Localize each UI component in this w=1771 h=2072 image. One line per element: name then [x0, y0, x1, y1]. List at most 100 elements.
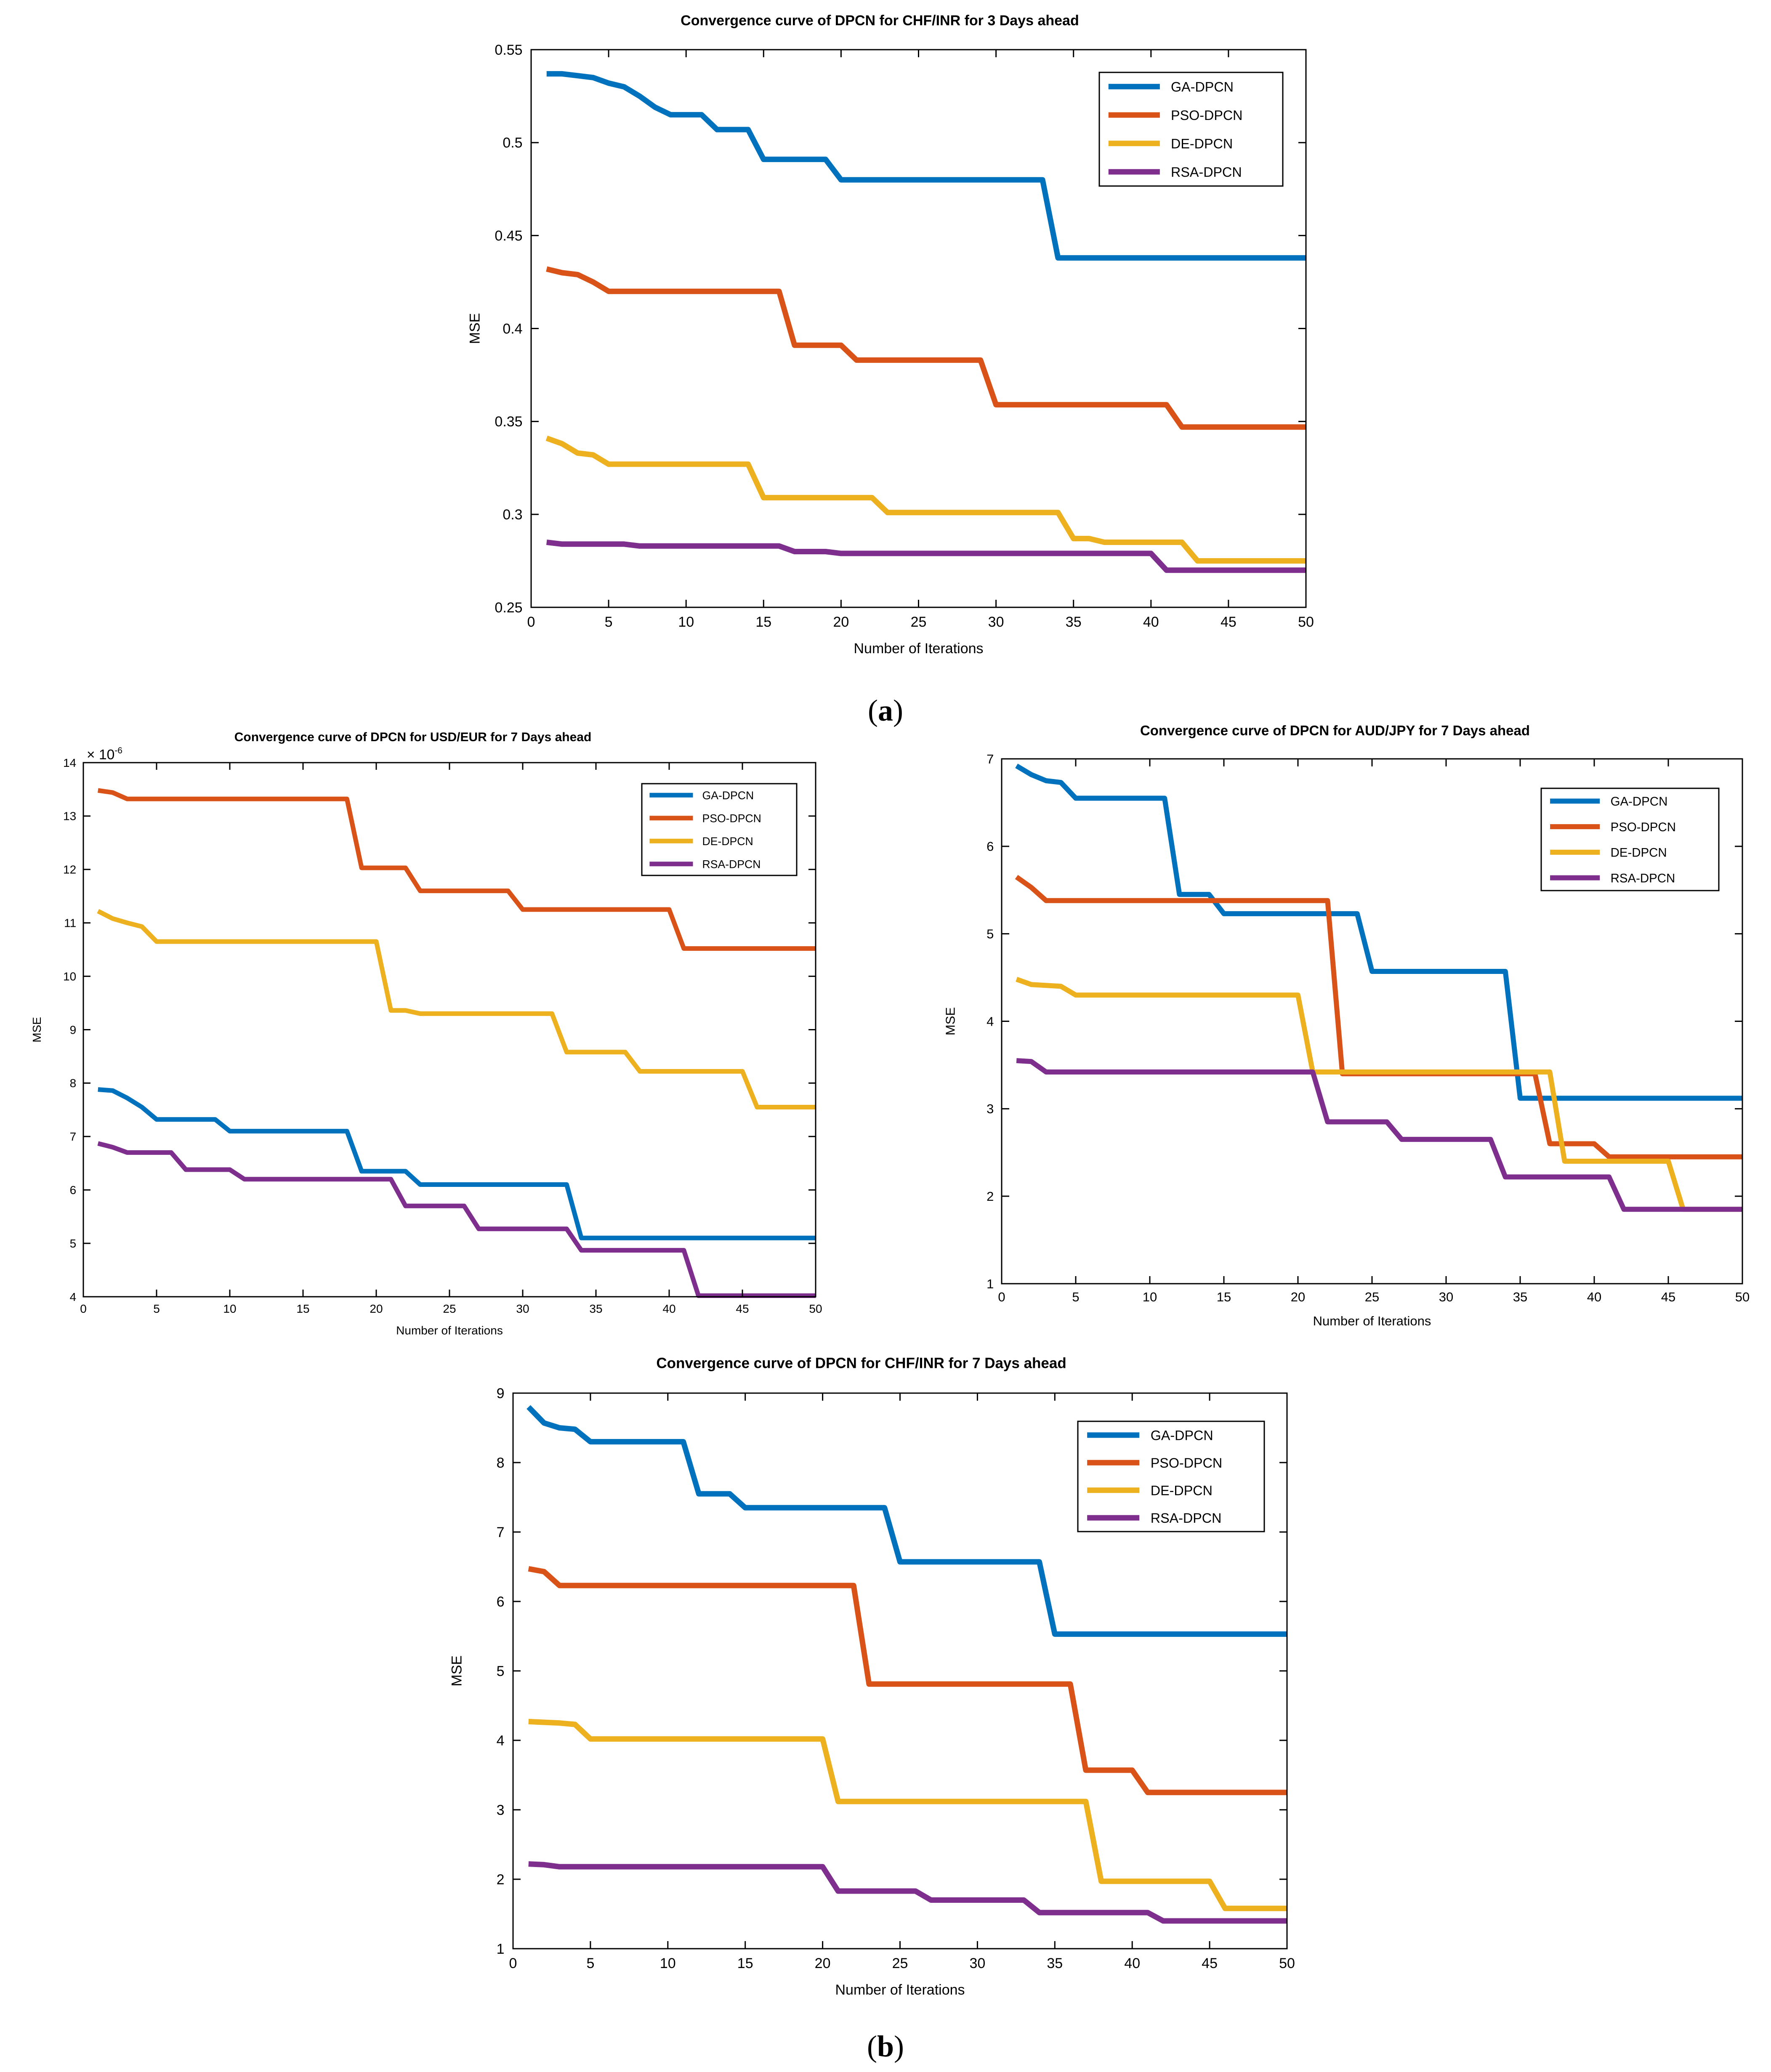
chart-title: Convergence curve of DPCN for CHF/INR fo…	[656, 1355, 1066, 1372]
y-tick-label: 8	[70, 1077, 77, 1090]
x-tick-label: 45	[1202, 1955, 1218, 1971]
x-tick-label: 20	[815, 1955, 831, 1971]
x-axis-label: Number of Iterations	[854, 641, 983, 657]
legend-label-ga-dpcn: GA-DPCN	[1611, 795, 1668, 809]
x-tick-label: 30	[1439, 1290, 1453, 1304]
legend-label-pso-dpcn: PSO-DPCN	[1151, 1455, 1222, 1471]
chart-chf7: 0 5 10 15 20 25 30 35 40 45 50123456789Convergence…	[449, 1355, 1295, 1998]
legend-label-de-dpcn: DE-DPCN	[1151, 1483, 1213, 1498]
x-tick-label: 0	[998, 1290, 1005, 1304]
x-tick-label: 25	[443, 1302, 456, 1315]
y-tick-label: 1	[987, 1277, 994, 1291]
y-tick-label: 12	[63, 863, 76, 876]
legend-box	[641, 783, 798, 876]
y-tick-label: 4	[987, 1014, 994, 1029]
y-axis-label: MSE	[943, 1007, 957, 1035]
x-axis-label: Number of Iterations	[396, 1324, 503, 1337]
x-tick-label: 50	[809, 1302, 822, 1315]
series-line-pso-dpcn	[528, 1566, 1287, 1795]
x-tick-label: 50	[1298, 614, 1314, 630]
y-tick-label: 6	[497, 1594, 505, 1610]
chart-title: Convergence curve of DPCN for CHF/INR fo…	[681, 13, 1079, 29]
x-tick-label: 35	[1066, 614, 1082, 630]
legend-label-ga-dpcn: GA-DPCN	[702, 789, 754, 802]
legend-label-de-dpcn: DE-DPCN	[1171, 136, 1233, 152]
x-tick-label: 35	[1047, 1955, 1063, 1971]
x-tick-label: 15	[296, 1302, 309, 1315]
y-tick-label: 4	[497, 1733, 505, 1749]
y-tick-label: 11	[64, 917, 76, 930]
x-tick-label: 40	[662, 1302, 675, 1315]
x-tick-label: 40	[1143, 614, 1159, 630]
x-tick-label: 10	[660, 1955, 676, 1971]
x-tick-label: 25	[1365, 1290, 1379, 1304]
y-axis-label: MSE	[449, 1655, 465, 1686]
y-tick-label: 6	[70, 1184, 77, 1197]
y-tick-label: 7	[70, 1130, 77, 1143]
y-tick-label: 0.45	[495, 228, 522, 244]
x-tick-label: 20	[370, 1302, 383, 1315]
series-line-de-dpcn	[97, 909, 816, 1109]
legend-label-de-dpcn: DE-DPCN	[702, 835, 753, 848]
y-tick-label: 0.55	[495, 42, 522, 58]
series-line-de-dpcn	[528, 1718, 1287, 1911]
y-tick-label: 1	[497, 1941, 505, 1957]
legend-box	[1077, 1420, 1265, 1532]
x-tick-label: 25	[892, 1955, 908, 1971]
legend: GA-DPCN PSO-DPCN DE-DPCN RSA-DPCN	[1077, 1420, 1265, 1532]
x-tick-label: 5	[1072, 1290, 1079, 1304]
x-tick-label: 25	[911, 614, 927, 630]
y-tick-label: 13	[63, 810, 76, 823]
series-line-pso-dpcn	[98, 788, 816, 951]
y-tick-label: 4	[70, 1290, 77, 1303]
x-tick-label: 45	[1221, 614, 1237, 630]
chart-chf3: 0 5 10 15 20 25 30 35 40 45 50 0.25 0.3 0.35 0.4 0.45 0.…	[467, 13, 1314, 657]
chart-title: Convergence curve of DPCN for USD/EUR fo…	[234, 730, 592, 744]
series-line-rsa-dpcn	[546, 539, 1306, 573]
x-tick-label: 10	[678, 614, 694, 630]
x-tick-label: 50	[1279, 1955, 1295, 1971]
x-tick-label: 30	[516, 1302, 529, 1315]
legend: GA-DPCN PSO-DPCN DE-DPCN RSA-DPCN	[1098, 72, 1284, 187]
x-tick-label: 5	[605, 614, 613, 630]
x-tick-label: 20	[1291, 1290, 1305, 1304]
series-line-de-dpcn	[545, 435, 1306, 564]
y-axis-label: MSE	[30, 1017, 43, 1043]
x-tick-label: 40	[1587, 1290, 1601, 1304]
series-line-ga-dpcn	[527, 1405, 1287, 1637]
y-tick-label: 0.4	[503, 321, 522, 337]
x-tick-label: 50	[1735, 1290, 1750, 1304]
x-tick-label: 5	[153, 1302, 160, 1315]
x-tick-label: 10	[223, 1302, 236, 1315]
x-tick-label: 20	[833, 614, 849, 630]
x-tick-label: 15	[737, 1955, 753, 1971]
legend-label-rsa-dpcn: RSA-DPCN	[702, 858, 761, 871]
legend-box	[1098, 72, 1284, 187]
y-tick-label: 5	[497, 1663, 505, 1679]
y-tick-label: 2	[987, 1189, 994, 1204]
legend-label-pso-dpcn: PSO-DPCN	[1611, 820, 1676, 834]
series-line-ga-dpcn	[1015, 763, 1742, 1101]
y-tick-label: 0.5	[503, 135, 522, 151]
x-tick-label: 0	[509, 1955, 517, 1971]
y-tick-label: 7	[497, 1524, 505, 1540]
y-tick-label: 10	[63, 970, 76, 983]
x-tick-label: 45	[1661, 1290, 1675, 1304]
legend-label-pso-dpcn: PSO-DPCN	[1171, 108, 1242, 123]
series-line-ga-dpcn	[546, 71, 1306, 261]
y-tick-label: 6	[987, 839, 994, 854]
legend-label-ga-dpcn: GA-DPCN	[1171, 80, 1234, 95]
x-axis-label: Number of Iterations	[1313, 1314, 1431, 1328]
legend-label-pso-dpcn: PSO-DPCN	[702, 812, 761, 825]
chart-title: Convergence curve of DPCN for AUD/JPY fo…	[1140, 723, 1530, 738]
series-line-rsa-dpcn	[1016, 1058, 1742, 1212]
x-tick-label: 15	[755, 614, 771, 630]
panel-label-a: (a)	[868, 694, 903, 727]
y-tick-label: 9	[70, 1023, 77, 1036]
x-tick-label: 15	[1217, 1290, 1231, 1304]
y-tick-label: 7	[987, 752, 994, 766]
x-tick-label: 35	[589, 1302, 602, 1315]
